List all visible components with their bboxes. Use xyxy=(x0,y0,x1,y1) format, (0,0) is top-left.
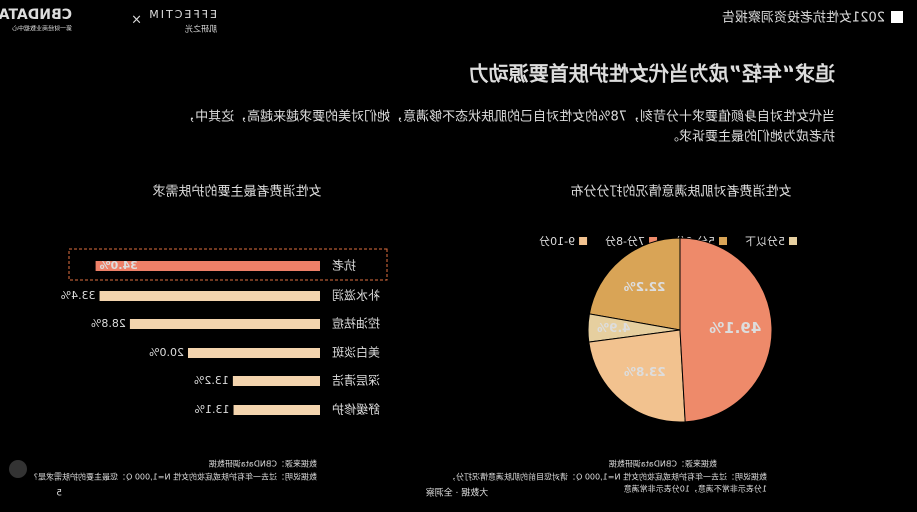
note: 数据说明：过去一年有护肤或底妆的女性 N=1,000 Q：您最主要的护肤需求是? xyxy=(34,472,317,482)
bar-label: 补水滋润 xyxy=(332,289,380,303)
body-text: 当代女性对自身颜值要求十分苛刻，78%的女性对自己的肌肤状态不够满意，她们对美的… xyxy=(182,109,835,125)
bar xyxy=(232,376,320,386)
legend-swatch xyxy=(789,237,797,245)
legend-label: 9-10分 xyxy=(539,235,575,248)
bar-label: 控油祛痘 xyxy=(332,316,380,331)
logo-times: × xyxy=(131,13,142,28)
footer-brand: 大数据 · 全洞察 xyxy=(426,487,489,499)
logo-sub: 第一财经商业数据中心 xyxy=(12,25,72,33)
highlight-box xyxy=(68,248,388,281)
slide-title: 追求“年轻”成为当代女性护肤首要源动力 xyxy=(469,62,835,86)
report-title: 2021女性抗老投资洞察报告 xyxy=(722,10,885,26)
slice-label: 49.1% xyxy=(709,319,761,337)
legend-swatch xyxy=(719,237,727,245)
bar xyxy=(95,261,320,271)
legend-label: 5分以下 xyxy=(745,235,785,248)
header-marker xyxy=(891,11,903,23)
bar xyxy=(99,291,320,301)
partner: EFFECTIM xyxy=(147,8,217,21)
bar-label: 深层清洁 xyxy=(332,374,380,388)
value-label: 13.1% xyxy=(195,403,230,416)
pie-slice xyxy=(588,237,681,331)
slice-label: 23.8% xyxy=(624,365,666,379)
bar xyxy=(188,348,320,358)
chart-title: 女性消费者对肌肤满意情况的打分分布 xyxy=(570,184,791,200)
logo: CBNDATA xyxy=(0,7,72,23)
legend-swatch xyxy=(579,237,588,245)
bar-label: 抗老 xyxy=(332,258,356,273)
body-text: 抗老成为她们的最主要诉求。 xyxy=(666,129,835,145)
note: 数据说明：过去一年有护肤或底妆的女性 N=1,000 Q：请对您目前的肌肤满意情… xyxy=(448,472,767,482)
bar xyxy=(233,405,320,415)
scroll-button[interactable] xyxy=(9,460,27,478)
slice-label: 4.9% xyxy=(597,321,630,335)
pie-slice xyxy=(679,237,773,423)
chart-title: 女性消费者最主要的护肤需求 xyxy=(152,184,321,200)
legend-swatch xyxy=(649,237,658,245)
value-label: 33.4% xyxy=(61,289,96,302)
value-label: 13.2% xyxy=(194,374,229,387)
source: 数据来源：CBNData调研数据 xyxy=(609,459,717,469)
slice-label: 22.2% xyxy=(624,280,666,294)
partner-sub: 肌研之光 xyxy=(185,24,217,34)
source: 数据来源：CBNData调研数据 xyxy=(209,459,317,469)
legend-label: 7分-8分 xyxy=(605,235,645,248)
value-label: 20.0% xyxy=(149,346,184,359)
bar-label: 美白淡斑 xyxy=(332,345,380,360)
bar-label: 舒缓修护 xyxy=(332,402,380,417)
pie-slice xyxy=(588,329,686,423)
note: 1分表示非常不满意，10分表示非常满意 xyxy=(624,484,767,494)
value-label: 28.8% xyxy=(91,317,126,330)
page-number: 5 xyxy=(56,489,62,499)
bar xyxy=(129,319,320,329)
value-label: 34.0% xyxy=(100,259,138,272)
